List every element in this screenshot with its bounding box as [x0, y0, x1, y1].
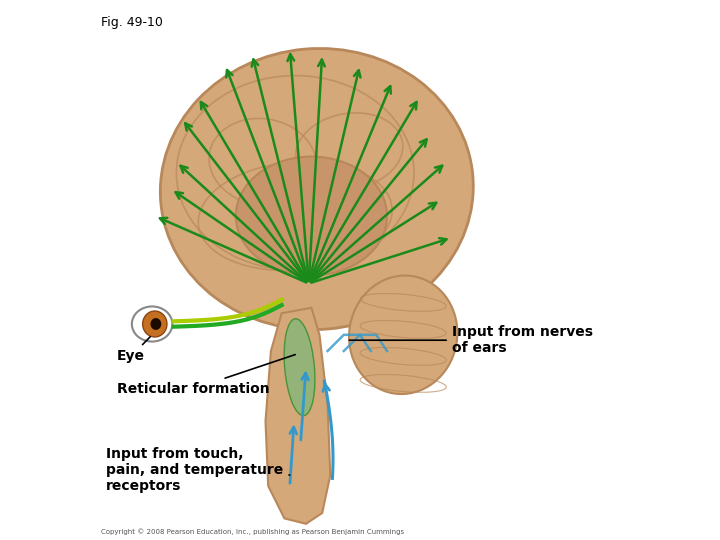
Text: Eye: Eye	[117, 337, 150, 363]
Text: Fig. 49-10: Fig. 49-10	[101, 16, 163, 29]
Ellipse shape	[235, 157, 387, 275]
Ellipse shape	[143, 311, 167, 337]
Ellipse shape	[161, 49, 473, 329]
Ellipse shape	[349, 275, 457, 394]
Text: Copyright © 2008 Pearson Education, Inc., publishing as Pearson Benjamin Cumming: Copyright © 2008 Pearson Education, Inc.…	[101, 528, 404, 535]
Text: Reticular formation: Reticular formation	[117, 355, 295, 396]
Ellipse shape	[150, 318, 161, 330]
Ellipse shape	[284, 319, 315, 416]
Text: Input from touch,
pain, and temperature
receptors: Input from touch, pain, and temperature …	[107, 447, 289, 493]
Text: Input from nerves
of ears: Input from nerves of ears	[349, 325, 593, 355]
Polygon shape	[266, 308, 330, 524]
Ellipse shape	[132, 306, 172, 342]
